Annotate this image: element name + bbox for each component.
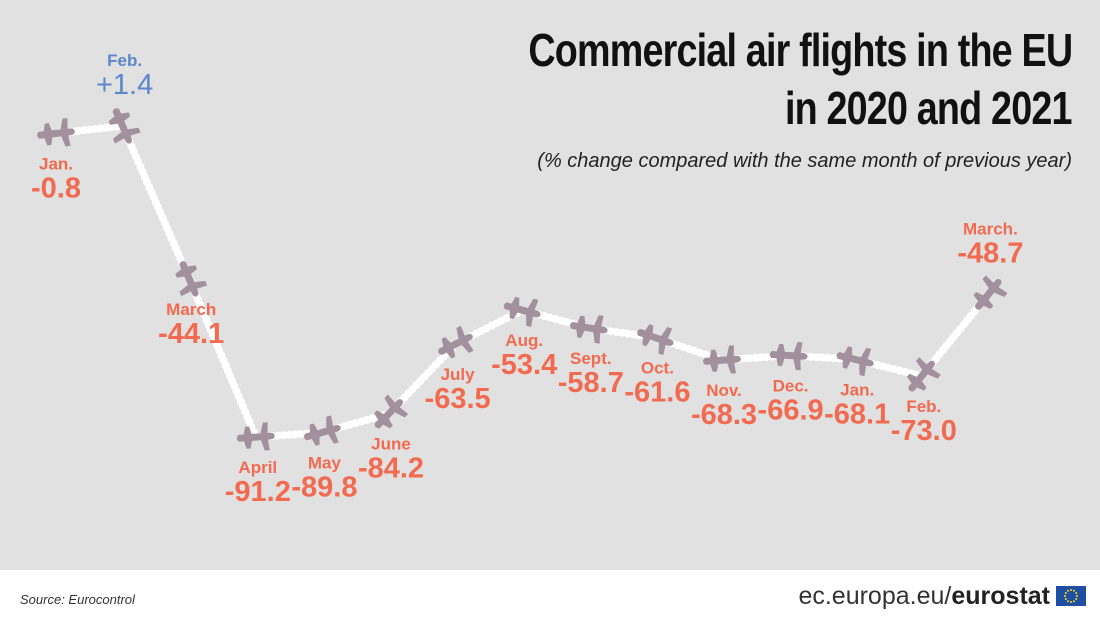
value-label: +1.4 <box>96 69 153 101</box>
month-label: Aug. <box>505 331 543 350</box>
plane-icon <box>35 117 77 150</box>
value-label: -68.1 <box>824 399 890 431</box>
value-label: -66.9 <box>758 395 824 427</box>
month-label: Nov. <box>706 381 742 400</box>
chart-title-line-1: Commercial air flights in the EU <box>528 24 1073 76</box>
plane-icon <box>567 311 610 345</box>
value-label: -53.4 <box>491 349 557 381</box>
value-label: -73.0 <box>891 415 957 447</box>
value-label: -91.2 <box>225 476 291 508</box>
value-label: -48.7 <box>957 237 1023 269</box>
value-label: -0.8 <box>31 172 81 204</box>
month-label: May <box>308 453 342 472</box>
plane-icon <box>768 340 809 371</box>
brand-name: eurostat <box>951 582 1050 610</box>
value-label: -61.6 <box>624 377 690 409</box>
chart-title-line-2: in 2020 and 2021 <box>785 82 1073 134</box>
month-label: Feb. <box>906 397 941 416</box>
month-label: April <box>238 458 277 477</box>
value-label: -68.3 <box>691 399 757 431</box>
month-label: March. <box>963 219 1018 238</box>
brand-domain: ec.europa.eu/ <box>798 582 952 610</box>
month-label: Jan. <box>840 381 874 400</box>
data-labels: Jan.-0.8Feb.+1.4March-44.1April-91.2May-… <box>31 51 1023 508</box>
month-label: Dec. <box>773 377 809 396</box>
month-label: March <box>166 300 216 319</box>
plane-icon <box>500 291 545 329</box>
eurostat-brand[interactable]: ec.europa.eu/eurostat <box>798 582 1050 611</box>
plane-icon <box>235 421 276 453</box>
value-label: -58.7 <box>558 367 624 399</box>
month-label: July <box>441 365 476 384</box>
month-label: Oct. <box>641 359 674 378</box>
chart-svg: Jan.-0.8Feb.+1.4March-44.1April-91.2May-… <box>31 51 1023 508</box>
value-label: -84.2 <box>358 453 424 485</box>
month-label: Jan. <box>39 154 73 173</box>
plane-icon <box>168 255 210 302</box>
chart-area: Jan. -0.8 Feb. +1.4 March -44.1 April -91.2 May -… <box>0 0 1100 570</box>
value-label: -63.5 <box>425 383 491 415</box>
month-label: June <box>371 435 411 454</box>
value-label: -89.8 <box>291 471 357 503</box>
source-note: Source: Eurocontrol <box>20 592 135 607</box>
month-label: Feb. <box>107 51 142 70</box>
eu-flag-icon <box>1056 586 1086 606</box>
month-label: Sept. <box>570 349 612 368</box>
plane-icon <box>702 344 742 376</box>
value-label: -44.1 <box>158 318 224 350</box>
footer: Source: Eurocontrol ec.europa.eu/eurosta… <box>0 570 1100 620</box>
chart-subtitle: (% change compared with the same month o… <box>537 150 1072 172</box>
